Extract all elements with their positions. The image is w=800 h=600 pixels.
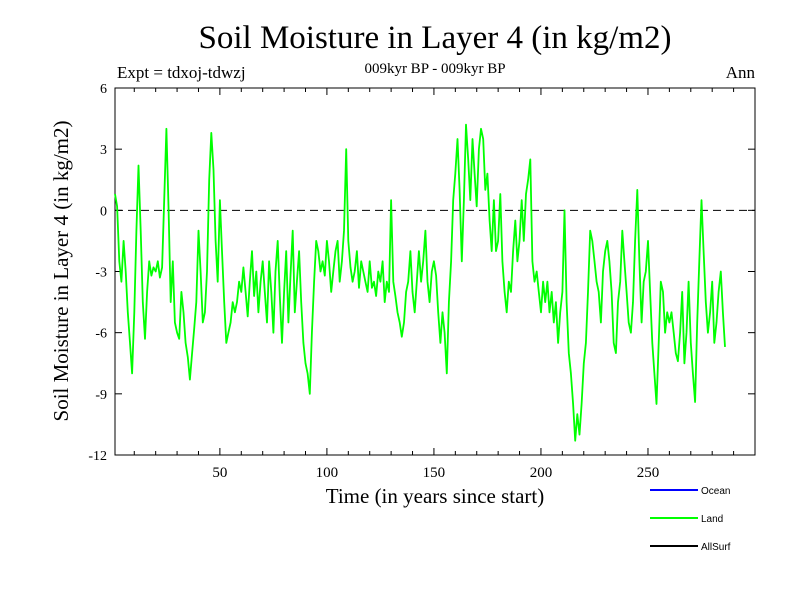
experiment-label: Expt = tdxoj-tdwzj xyxy=(117,63,246,82)
x-tick-label: 150 xyxy=(423,465,446,481)
chart-title: Soil Moisture in Layer 4 (in kg/m2) xyxy=(199,20,672,56)
y-tick-label: 0 xyxy=(100,204,107,219)
y-axis: 6 3 0 -3 -6 -9 -12 xyxy=(88,82,755,464)
chart-subtitle: 009kyr BP - 009kyr BP xyxy=(364,61,505,77)
y-tick-label: -12 xyxy=(88,449,107,464)
x-tick-label: 50 xyxy=(212,465,227,481)
x-tick-label: 100 xyxy=(316,465,339,481)
legend: Ocean Land AllSurf xyxy=(650,486,731,553)
x-tick-label: 250 xyxy=(637,465,660,481)
y-tick-label: -3 xyxy=(95,266,107,281)
season-label: Ann xyxy=(726,63,756,82)
y-tick-label: -6 xyxy=(95,327,107,342)
y-tick-label: -9 xyxy=(95,388,107,403)
y-tick-label: 6 xyxy=(100,82,107,97)
legend-label-allsurf: AllSurf xyxy=(701,542,731,553)
y-tick-label: 3 xyxy=(100,143,107,158)
x-axis-label: Time (in years since start) xyxy=(326,484,545,508)
y-axis-label: Soil Moisture in Layer 4 (in kg/m2) xyxy=(49,121,73,422)
series-line-land xyxy=(114,123,726,442)
x-tick-label: 200 xyxy=(530,465,553,481)
legend-label-land: Land xyxy=(701,514,723,525)
x-axis: 50 100 150 200 250 xyxy=(133,88,735,481)
legend-label-ocean: Ocean xyxy=(701,486,730,497)
